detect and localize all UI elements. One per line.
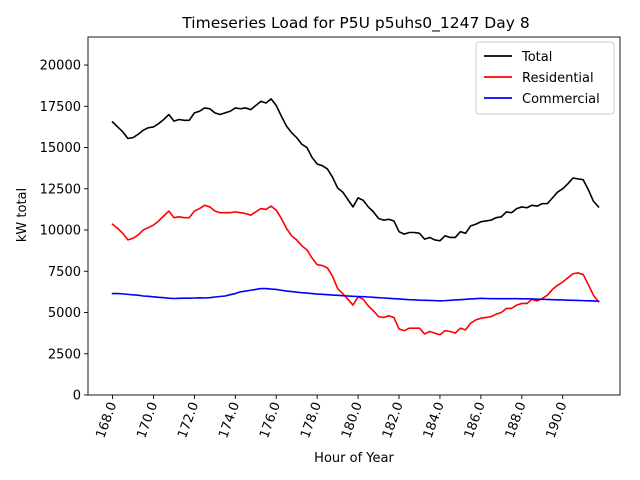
legend-label-total: Total — [521, 50, 552, 65]
y-tick-label: 7500 — [48, 265, 81, 280]
legend-box — [475, 41, 615, 115]
y-tick-label: 15000 — [40, 141, 81, 156]
legend-label-commercial: Commercial — [522, 92, 600, 107]
series-line-residential — [111, 204, 600, 336]
y-tick-label: 12500 — [40, 182, 81, 197]
series-line-commercial — [111, 287, 600, 302]
series-line-total — [111, 98, 600, 242]
legend: Total Residential Commercial — [475, 41, 615, 115]
y-axis-label: kW total — [15, 188, 30, 242]
x-axis-label: Hour of Year — [314, 451, 394, 466]
axes-frame — [87, 36, 621, 396]
y-tick-label: 5000 — [48, 306, 81, 321]
y-tick-label: 10000 — [40, 224, 81, 239]
plot-lines — [111, 98, 600, 336]
chart-title: Timeseries Load for P5U p5uhs0_1247 Day … — [181, 14, 529, 33]
y-tick-label: 17500 — [40, 100, 81, 115]
y-tick-label: 20000 — [40, 59, 81, 74]
y-tick-label: 2500 — [48, 347, 81, 362]
legend-label-residential: Residential — [522, 71, 594, 86]
y-tick-label: 0 — [73, 389, 81, 404]
